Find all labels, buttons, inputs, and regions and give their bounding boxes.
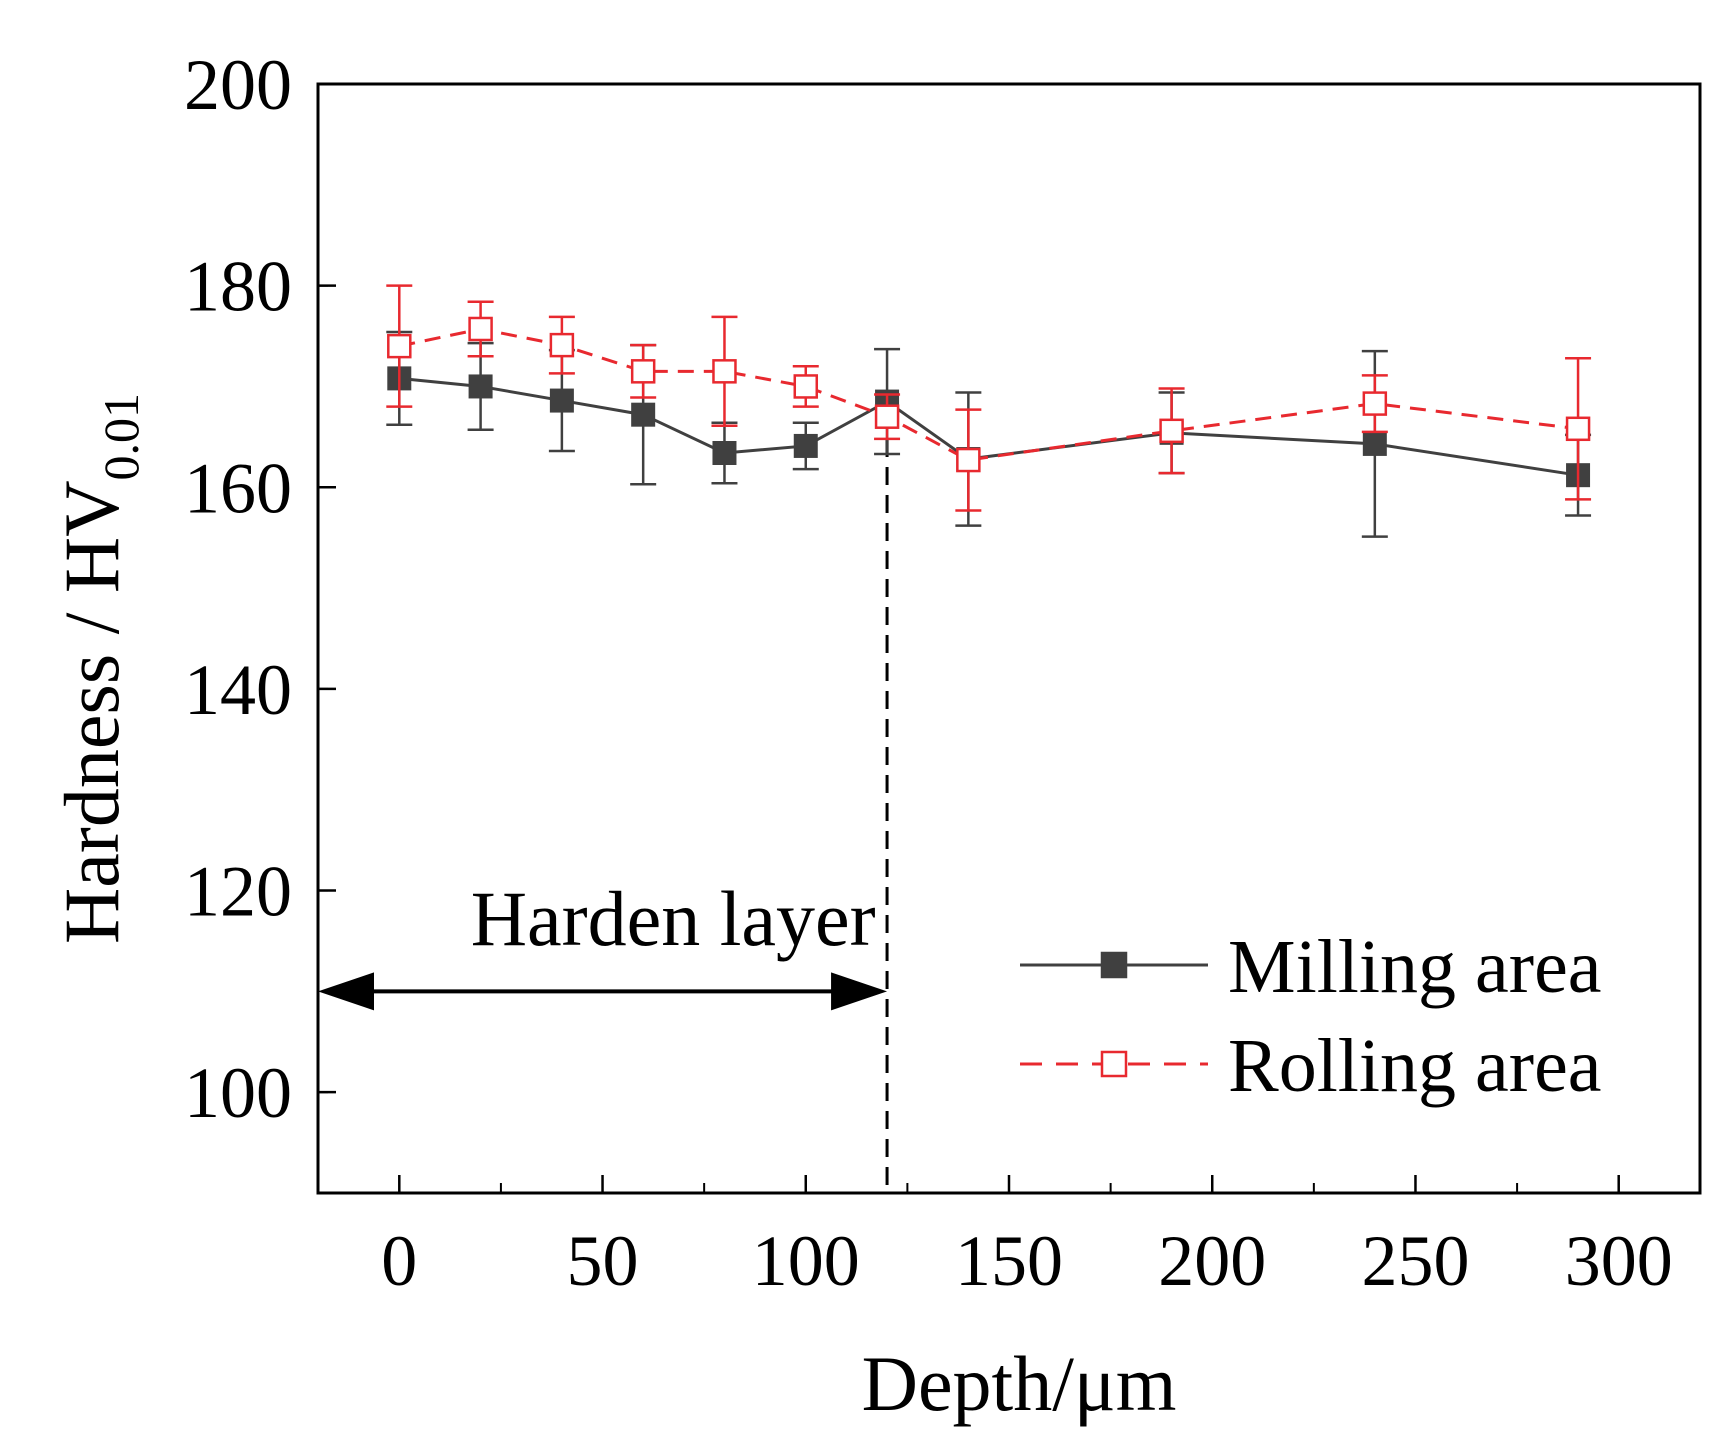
legend-label: Rolling area (1228, 1024, 1602, 1108)
data-point (549, 388, 574, 413)
x-axis-title: Depth/μm (862, 1340, 1177, 1427)
x-tick-label: 150 (955, 1221, 1063, 1301)
data-point (630, 359, 656, 384)
y-tick-label: 140 (184, 650, 292, 730)
harden-layer-annotation: Harden layer (318, 395, 889, 1185)
y-tick-label: 100 (184, 1053, 292, 1133)
data-point (874, 404, 900, 429)
harden-layer-label: Harden layer (471, 875, 876, 962)
tick-labels: 0 50 100 150 200 250 300 100 120 140 160 180 200 (184, 45, 1673, 1301)
data-point (793, 433, 818, 458)
y-tick-label: 120 (184, 852, 292, 932)
series-line (398, 327, 1579, 462)
x-tick-label: 200 (1158, 1221, 1266, 1301)
data-point (793, 374, 819, 399)
y-tick-label: 200 (184, 45, 292, 125)
legend-entry: Milling area (1020, 925, 1602, 1009)
arrow-head-left (318, 972, 374, 1011)
x-tick-label: 100 (752, 1221, 860, 1301)
data-point (468, 316, 493, 342)
data-point (1565, 416, 1591, 442)
legend-entry: Rolling area (1020, 1024, 1602, 1108)
legend: Milling area Rolling area (1020, 925, 1602, 1108)
legend-marker (1100, 1050, 1128, 1078)
data-point (387, 333, 412, 359)
series-rolling-area (386, 284, 1592, 512)
data-point (468, 374, 493, 399)
y-tick-label: 180 (184, 247, 292, 327)
data-point (1362, 431, 1387, 456)
y-axis-title-subscript: 0.01 (93, 393, 149, 481)
arrow-head-right (831, 972, 888, 1011)
x-tick-label: 0 (381, 1221, 417, 1301)
data-point (712, 440, 737, 465)
data-point (1159, 418, 1184, 444)
y-tick-label: 160 (184, 448, 292, 528)
x-tick-label: 250 (1361, 1221, 1469, 1301)
y-axis-title-main: Hardness / HV (48, 480, 135, 944)
plot-frame (316, 82, 1702, 1195)
x-tick-label: 50 (567, 1221, 639, 1301)
legend-marker (1100, 951, 1128, 979)
data-point (956, 447, 981, 473)
y-axis-title: Hardness / HV0.01 (48, 393, 149, 944)
data-point (631, 402, 656, 427)
data-point (1362, 391, 1388, 416)
data-point (712, 359, 737, 384)
legend-label: Milling area (1228, 925, 1602, 1009)
x-tick-label: 300 (1565, 1221, 1673, 1301)
data-series (386, 284, 1592, 538)
data-point (549, 332, 575, 358)
